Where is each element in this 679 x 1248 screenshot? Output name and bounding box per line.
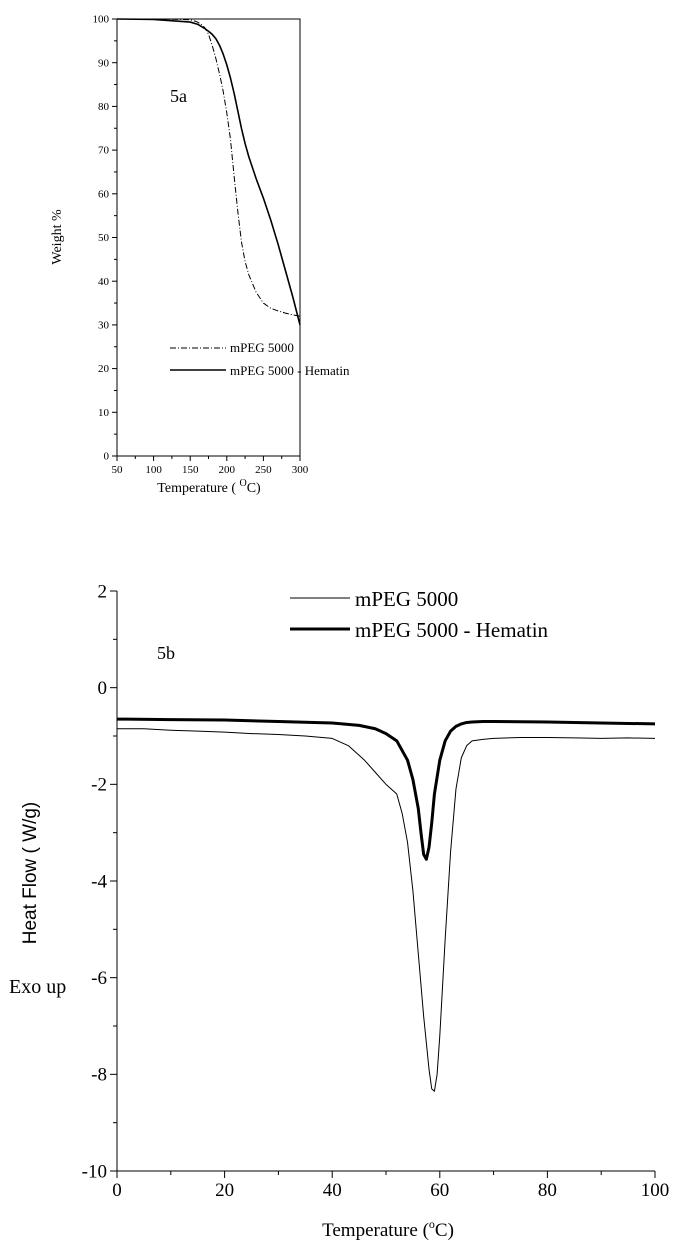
exo-up-annotation-5b: Exo up [9, 976, 66, 998]
legend-5a: mPEG 5000 mPEG 5000 - Hematin [170, 340, 350, 378]
x-tick-label-5a-100: 100 [145, 464, 162, 476]
chart-5b: 0 20 40 60 80 100 20-2-4-6-8-10 5b Heat Flow … [9, 581, 669, 1241]
y-tick-label-5b-2: 2 [98, 581, 108, 602]
y-tick-label-5b-10: -10 [82, 1161, 107, 1182]
series-line-mpeg-5000-hematin-5b [116, 717, 656, 861]
legend-5b: mPEG 5000 mPEG 5000 - Hematin [290, 587, 549, 642]
x-tick-label-5b-0: 0 [112, 1180, 122, 1201]
y-tick-label-5b-4: -4 [91, 871, 107, 892]
legend-label-mpeg-5000-5a: mPEG 5000 [230, 340, 294, 355]
y-tick-label-5a-0: 0 [104, 451, 110, 463]
x-axis-label-degree-5a: O [239, 478, 246, 489]
y-tick-label-5a-30: 30 [98, 320, 110, 332]
y-tick-label-5b-6: -6 [91, 968, 107, 989]
axis-ticks-5b [110, 590, 656, 1178]
x-tick-label-5a-250: 250 [255, 464, 272, 476]
legend-label-mpeg-hematin-5a: mPEG 5000 - Hematin [230, 363, 350, 378]
x-tick-label-5a-200: 200 [219, 464, 236, 476]
y-tick-label-5a-10: 10 [98, 407, 110, 419]
series-line-mpeg-5000-5a [117, 18, 301, 317]
x-axis-label-5a: Temperature ( OC) [157, 478, 261, 496]
y-tick-label-5b-2: -2 [91, 775, 107, 796]
plot-frame-5a [116, 18, 301, 457]
chart-5a: 50 100 150 200 250 300 0 10 20 30 40 50 60 70 80 90 100… [50, 14, 350, 496]
x-tick-label-5b-20: 20 [215, 1180, 234, 1201]
y-axis-label-5a: Weight % [50, 209, 65, 265]
x-axis-label-unit-5a: C) [247, 481, 261, 496]
series-line-mpeg-5000-5b [117, 728, 656, 1092]
y-tick-labels-5b: 2 0 -2 -4 -6 -8 -10 [82, 581, 108, 1182]
y-tick-label-5a-100: 100 [93, 14, 110, 26]
x-tick-labels-5a: 50 100 150 200 250 300 [112, 464, 309, 476]
x-axis-label-degree-5b: o [429, 1217, 435, 1231]
x-tick-label-5b-40: 40 [323, 1180, 342, 1201]
y-axis-label-5b: Heat Flow ( W/g) [20, 802, 41, 945]
series-line-mpeg-5000-hematin-5a [116, 18, 301, 326]
axis-ticks-5a [112, 18, 301, 461]
y-tick-label-5a-20: 20 [98, 363, 110, 375]
y-tick-labels-5a: 0 10 20 30 40 50 60 70 80 90 100 [93, 14, 110, 463]
x-axis-label-text-5a: Temperature ( [157, 481, 239, 496]
panel-label-5a: 5a [170, 86, 187, 106]
y-tick-label-5a-50: 50 [98, 232, 110, 244]
x-axis-label-text-5b: Temperature ( [322, 1220, 429, 1241]
y-tick-label-5b-0: 0 [98, 678, 108, 699]
series-lines-5b [116, 717, 656, 1092]
y-tick-label-5a-80: 80 [98, 101, 110, 113]
y-tick-label-5a-40: 40 [98, 276, 110, 288]
y-tick-label-5a-60: 60 [98, 188, 110, 200]
x-tick-label-5b-60: 60 [430, 1180, 449, 1201]
y-tick-label-5a-90: 90 [98, 57, 110, 69]
panel-label-5b: 5b [157, 643, 175, 663]
series-lines-5a [116, 18, 301, 326]
x-tick-label-5a-150: 150 [182, 464, 199, 476]
x-tick-label-5b-80: 80 [538, 1180, 557, 1201]
legend-label-mpeg-5000-5b: mPEG 5000 [355, 587, 458, 611]
x-axis-label-5b: Temperature (oC) [322, 1217, 454, 1241]
x-tick-label-5a-300: 300 [292, 464, 309, 476]
x-tick-label-5b-100: 100 [641, 1180, 670, 1201]
y-tick-label-5a-70: 70 [98, 145, 110, 157]
legend-label-mpeg-hematin-5b: mPEG 5000 - Hematin [355, 618, 549, 642]
x-axis-label-unit-5b: C) [435, 1220, 454, 1241]
plot-frame-5b [117, 591, 655, 1171]
y-tick-label-5b-8: -8 [91, 1065, 107, 1086]
x-tick-labels-5b: 0 20 40 60 80 100 [112, 1180, 669, 1201]
x-tick-label-5a-50: 50 [112, 464, 124, 476]
